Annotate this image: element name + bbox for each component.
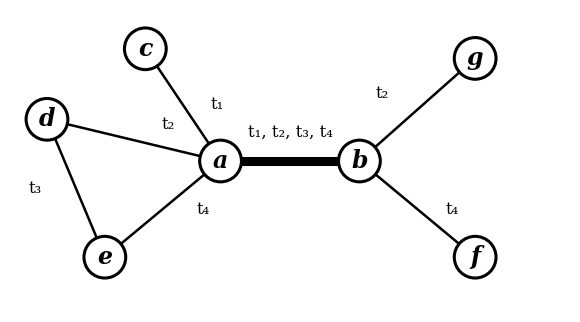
Ellipse shape: [339, 140, 380, 182]
Text: b: b: [351, 149, 368, 173]
Text: t₁, t₂, t₃, t₄: t₁, t₂, t₃, t₄: [248, 124, 332, 141]
Text: f: f: [470, 245, 480, 269]
Ellipse shape: [26, 99, 68, 140]
Text: t₂: t₂: [376, 85, 389, 102]
Text: t₃: t₃: [29, 180, 42, 197]
Text: t₁: t₁: [211, 96, 224, 113]
Text: t₄: t₄: [197, 201, 210, 218]
Text: a: a: [213, 149, 228, 173]
Ellipse shape: [200, 140, 241, 182]
Text: d: d: [39, 107, 55, 131]
Text: c: c: [138, 37, 153, 61]
Text: t₂: t₂: [162, 116, 175, 133]
Ellipse shape: [454, 236, 496, 278]
Ellipse shape: [84, 236, 126, 278]
Text: g: g: [467, 46, 483, 71]
Text: t₄: t₄: [445, 201, 459, 218]
Text: e: e: [97, 245, 113, 269]
Ellipse shape: [454, 38, 496, 79]
Ellipse shape: [125, 28, 166, 70]
